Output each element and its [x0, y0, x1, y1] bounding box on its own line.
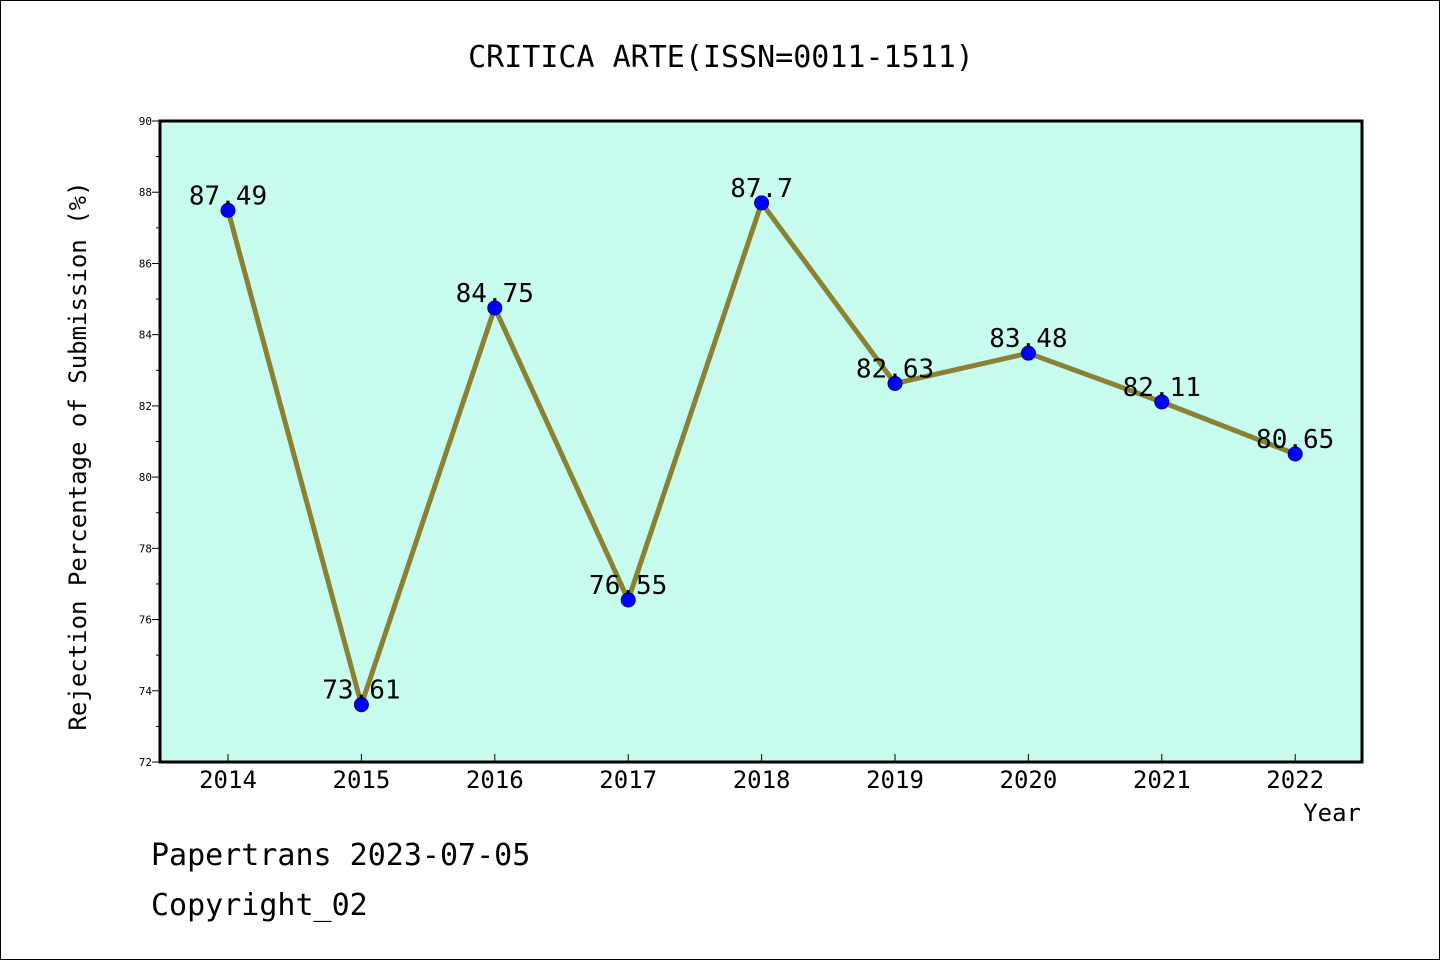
x-tick-label: 2022 — [1266, 766, 1324, 794]
y-tick-label: 84 — [139, 329, 153, 342]
data-point — [1020, 345, 1036, 361]
x-tick-label: 2016 — [466, 766, 524, 794]
chart-title: CRITICA ARTE(ISSN=0011-1511) — [468, 40, 974, 75]
series-markers — [220, 195, 1303, 713]
x-axis: 2014 2015 2016 2017 2018 2019 2020 2021 2022 — [199, 754, 1324, 794]
x-tick-label: 2020 — [1000, 766, 1058, 794]
y-tick-label: 72 — [139, 756, 152, 769]
footer-line-2: Copyright_02 — [151, 888, 368, 923]
data-label: 80.65 — [1256, 425, 1334, 455]
y-tick-label: 86 — [139, 257, 152, 270]
data-point — [220, 202, 236, 218]
data-point — [620, 592, 636, 608]
data-point — [1287, 446, 1303, 462]
data-label: 82.11 — [1123, 373, 1201, 403]
x-tick-label: 2018 — [733, 766, 791, 794]
y-tick-label: 76 — [139, 614, 152, 627]
data-label: 87.7 — [730, 174, 793, 204]
y-tick-label: 78 — [139, 542, 152, 555]
data-point — [754, 195, 770, 211]
x-axis-label: Year — [1303, 799, 1361, 827]
x-tick-label: 2017 — [599, 766, 657, 794]
y-axis: 72 74 76 78 80 82 84 86 88 90 — [139, 115, 160, 769]
data-label: 83.48 — [989, 324, 1067, 354]
x-tick-label: 2019 — [866, 766, 924, 794]
data-point — [487, 300, 503, 316]
y-tick-label: 80 — [139, 471, 152, 484]
x-tick-label: 2015 — [333, 766, 391, 794]
data-label: 82.63 — [856, 354, 934, 384]
data-point — [1154, 394, 1170, 410]
plot-area — [158, 119, 1364, 764]
data-label: 84.75 — [456, 279, 534, 309]
y-tick-label: 88 — [139, 186, 152, 199]
data-labels: 87.49 73.61 84.75 76.55 87.7 82.63 83.48 82.11 8… — [189, 174, 1334, 706]
y-tick-label: 74 — [139, 685, 153, 698]
data-label: 73.61 — [322, 676, 400, 706]
y-tick-label: 90 — [139, 115, 152, 128]
y-tick-label: 82 — [139, 400, 152, 413]
footer-line-1: Papertrans 2023-07-05 — [151, 838, 530, 873]
x-tick-label: 2021 — [1133, 766, 1191, 794]
y-axis-label: Rejection Percentage of Submission (%) — [64, 181, 92, 730]
data-point — [353, 697, 369, 713]
x-tick-label: 2014 — [199, 766, 257, 794]
data-point — [887, 375, 903, 391]
data-label: 76.55 — [589, 571, 667, 601]
data-label: 87.49 — [189, 181, 267, 211]
